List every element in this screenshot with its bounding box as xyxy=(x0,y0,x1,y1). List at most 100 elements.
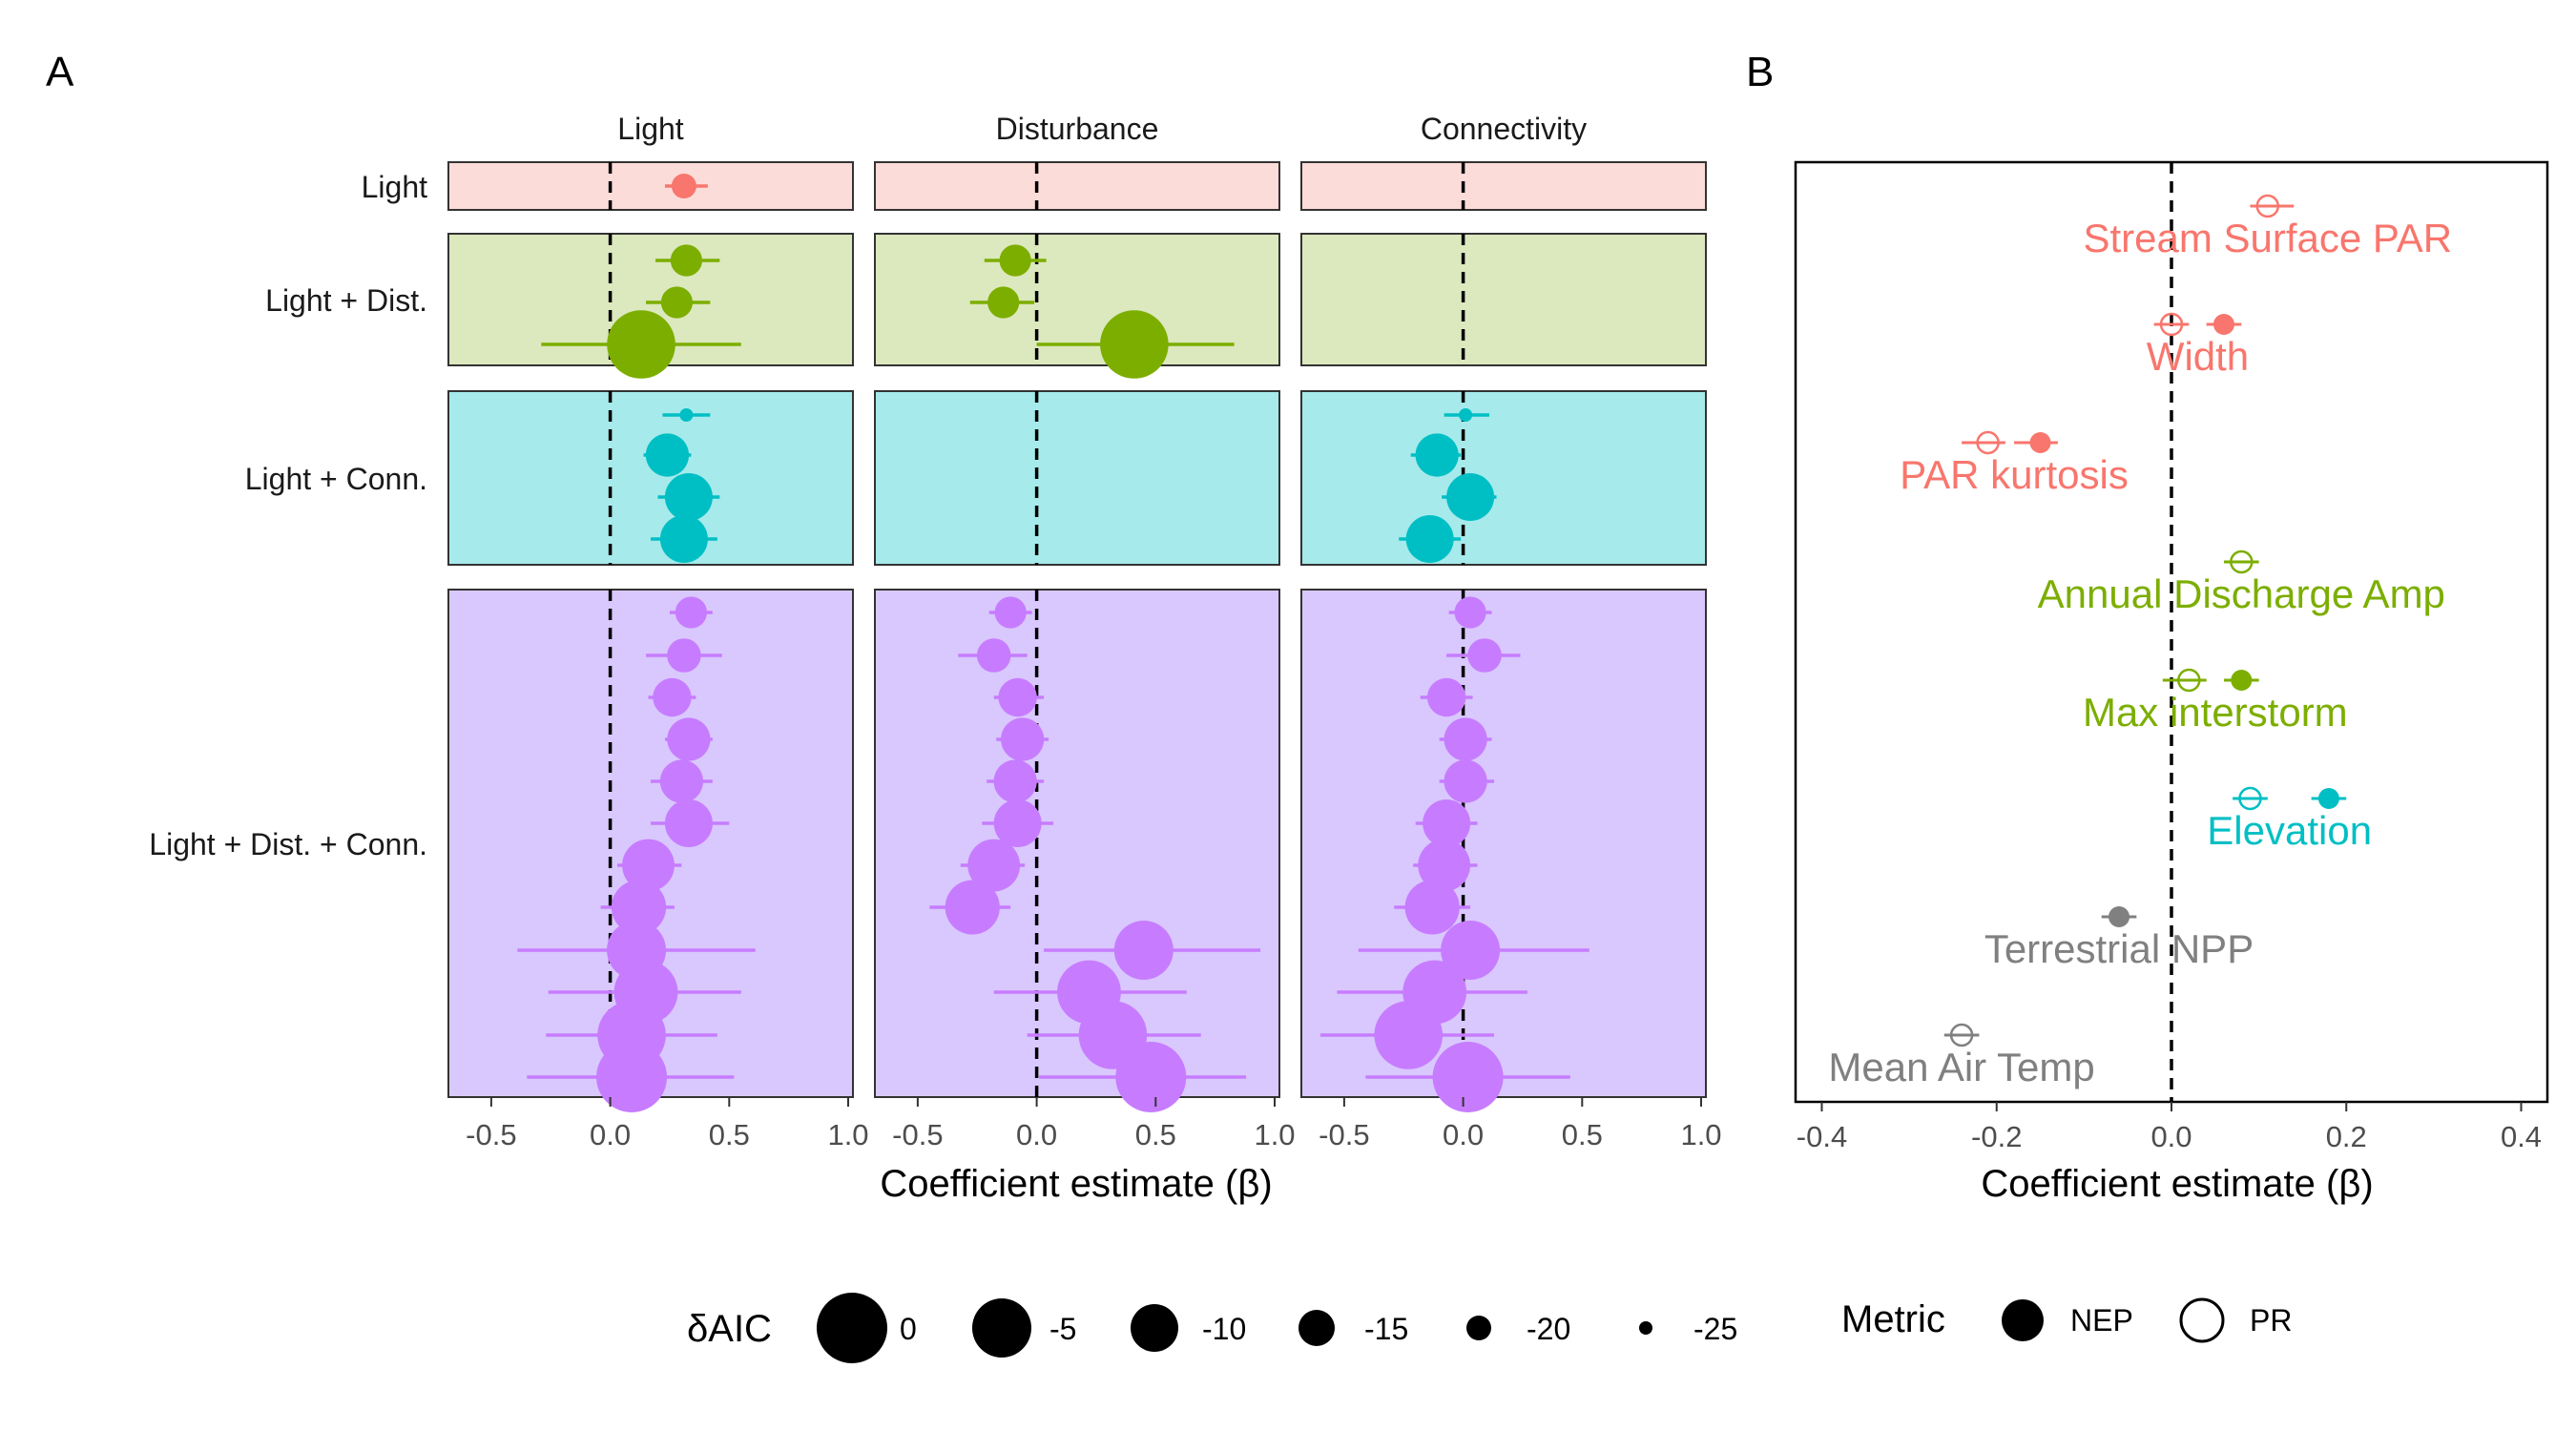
estimate-point xyxy=(1115,1042,1187,1112)
pr-point xyxy=(2238,786,2262,811)
estimate-point xyxy=(1113,921,1174,980)
size-legend-title: δAIC xyxy=(687,1308,772,1350)
metric-legend-label: PR xyxy=(2250,1303,2292,1338)
estimate-point xyxy=(1423,799,1471,847)
metric-legend-key-nep xyxy=(2002,1299,2044,1341)
pr-point xyxy=(2230,550,2254,574)
facet-column-label: Connectivity xyxy=(1421,112,1587,146)
estimate-point xyxy=(1418,839,1471,892)
estimate-point xyxy=(987,286,1020,319)
estimate-point xyxy=(1426,677,1466,717)
estimate-point xyxy=(670,244,703,277)
size-legend-key xyxy=(1298,1310,1335,1346)
x-tick-label: -0.2 xyxy=(1971,1120,2022,1153)
x-tick-label: 0.5 xyxy=(1562,1118,1603,1151)
x-tick-label: 0.0 xyxy=(590,1118,631,1151)
nep-point xyxy=(2212,314,2234,335)
nep-point xyxy=(2231,670,2253,691)
x-tick-label: 0.0 xyxy=(1016,1118,1057,1151)
estimate-point xyxy=(675,596,708,629)
estimate-point xyxy=(667,717,711,761)
x-tick-label: -0.4 xyxy=(1797,1120,1847,1153)
size-legend-label: -5 xyxy=(1049,1312,1076,1346)
x-tick-label: -0.5 xyxy=(892,1118,943,1151)
size-legend-label: -15 xyxy=(1364,1312,1408,1346)
panel-b-coefficient-plot: Stream Surface PAR Width PAR kurtosis Annua… xyxy=(1794,160,2549,1153)
panel-b-label: B xyxy=(1746,49,1774,95)
estimate-point xyxy=(1444,759,1487,803)
panel-b-x-axis-title: Coefficient estimate (β) xyxy=(1981,1163,2373,1205)
estimate-point xyxy=(645,433,690,477)
estimate-point xyxy=(1444,717,1487,761)
variable-label: Annual Discharge Amp xyxy=(2038,571,2445,616)
x-tick-label: 0.5 xyxy=(709,1118,750,1151)
metric-legend-items: NEP PR xyxy=(2002,1297,2292,1343)
facet-column-label: Light xyxy=(617,112,684,146)
facet-panel-background xyxy=(874,390,1280,566)
estimate-point xyxy=(976,638,1011,673)
x-tick-label: 0.2 xyxy=(2326,1120,2367,1153)
estimate-point xyxy=(653,677,692,717)
facet-panel-background xyxy=(1300,161,1707,211)
estimate-point xyxy=(993,799,1042,847)
x-tick-label: 0.0 xyxy=(1443,1118,1484,1151)
pr-point xyxy=(2255,194,2280,218)
pr-point xyxy=(1976,430,2000,455)
nep-point xyxy=(2029,432,2051,453)
facet-panel-background xyxy=(1300,589,1707,1098)
x-tick-label: 0.5 xyxy=(1135,1118,1176,1151)
estimate-point xyxy=(1446,473,1495,521)
variable-label: Mean Air Temp xyxy=(1828,1045,2094,1089)
pr-point xyxy=(1949,1023,1974,1047)
size-legend-label: -10 xyxy=(1202,1312,1246,1346)
size-legend-label: -25 xyxy=(1693,1312,1737,1346)
estimate-point xyxy=(1404,880,1460,935)
size-legend-key xyxy=(1466,1316,1491,1340)
estimate-point xyxy=(1459,408,1473,422)
estimate-point xyxy=(1415,433,1459,477)
size-legend-label: -20 xyxy=(1527,1312,1570,1346)
estimate-point xyxy=(664,473,713,521)
x-tick-label: -0.5 xyxy=(1319,1118,1369,1151)
facet-panel-background xyxy=(1300,390,1707,566)
estimate-point xyxy=(667,638,701,673)
estimate-point xyxy=(1374,1001,1444,1069)
variable-label: Width xyxy=(2147,334,2249,379)
legend: δAIC 0 -5 -10 -15 -20 -25 Metric NEP PR xyxy=(687,1293,2292,1363)
estimate-point xyxy=(1454,596,1486,629)
facet-row-label: Light + Conn. xyxy=(245,462,427,496)
estimate-point xyxy=(671,174,696,198)
x-tick-label: 1.0 xyxy=(1680,1118,1721,1151)
pr-point xyxy=(2159,312,2184,337)
variable-label: Stream Surface PAR xyxy=(2083,216,2452,260)
variable-label: Terrestrial NPP xyxy=(1984,926,2254,971)
metric-legend-title: Metric xyxy=(1841,1298,1945,1340)
estimate-point xyxy=(660,286,694,319)
estimate-point xyxy=(622,839,675,892)
x-tick-label: -0.5 xyxy=(466,1118,516,1151)
panel-a-facet-grid: Light Disturbance Connectivity Light Light +… xyxy=(149,112,1721,1151)
estimate-point xyxy=(664,799,713,847)
pr-point xyxy=(2177,668,2201,693)
size-legend-key xyxy=(1639,1321,1652,1335)
estimate-point xyxy=(994,596,1027,629)
estimate-point xyxy=(945,880,1000,935)
facet-row-label: Light + Dist. + Conn. xyxy=(149,827,427,861)
facet-panel-background xyxy=(1300,233,1707,366)
estimate-point xyxy=(1441,921,1501,980)
panel-a-x-axis-title: Coefficient estimate (β) xyxy=(880,1163,1272,1205)
variable-label: Max interstorm xyxy=(2083,690,2348,735)
facet-row-label: Light + Dist. xyxy=(265,283,427,318)
x-tick-label: 0.4 xyxy=(2501,1120,2542,1153)
estimate-point xyxy=(1432,1042,1504,1112)
x-tick-label: 1.0 xyxy=(827,1118,868,1151)
estimate-point xyxy=(659,759,704,803)
variable-label: PAR kurtosis xyxy=(1900,452,2129,497)
facet-row-label: Light xyxy=(362,170,428,204)
estimate-point xyxy=(998,677,1037,717)
facet-panel-background xyxy=(874,161,1280,211)
estimate-point xyxy=(967,839,1021,892)
estimate-point xyxy=(993,759,1037,803)
size-legend-key xyxy=(972,1298,1031,1358)
